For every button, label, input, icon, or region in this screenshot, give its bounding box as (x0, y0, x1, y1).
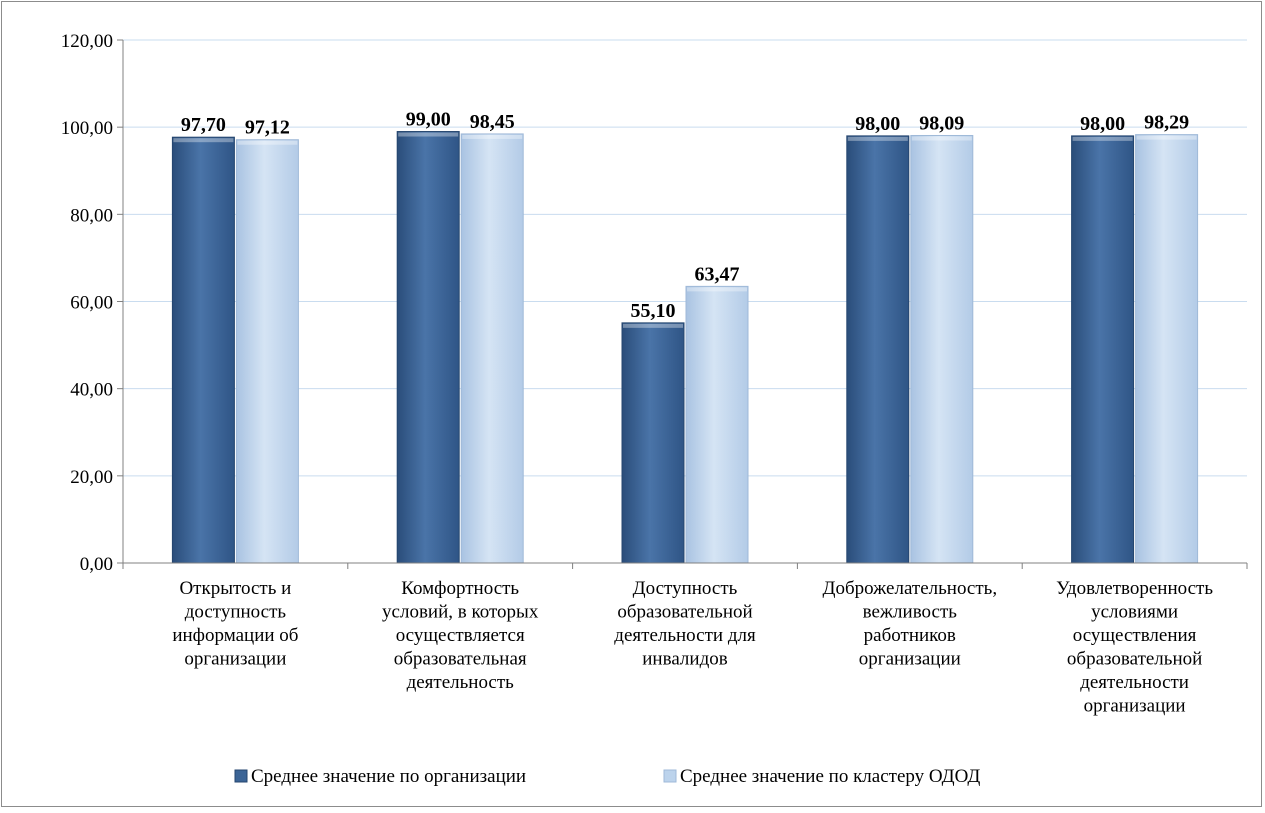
data-label: 63,47 (695, 263, 740, 285)
x-category-line: образовательная (394, 649, 527, 670)
x-category-line: осуществления (1073, 625, 1197, 646)
y-tick-label: 0,00 (80, 554, 113, 575)
y-tick-label: 20,00 (70, 467, 113, 488)
data-label: 97,70 (181, 114, 226, 136)
x-category-line: работников (864, 625, 956, 646)
x-category-line: условиями (1091, 602, 1178, 623)
bar (1071, 135, 1135, 564)
x-category-line: организации (184, 649, 286, 670)
x-category-line: деятельности (1080, 672, 1189, 693)
bar-bevel (1072, 136, 1133, 141)
y-tick-label: 120,00 (61, 31, 113, 52)
data-label: 98,45 (470, 111, 515, 133)
x-category-line: Доброжелательность, (823, 578, 998, 599)
x-category-line: образовательной (1067, 649, 1202, 670)
data-label: 99,00 (406, 109, 451, 131)
bar-bevel (462, 134, 523, 139)
bar (396, 131, 460, 564)
x-category-line: деятельность (407, 672, 515, 693)
bars: 97,70 97,12 99,00 98,45 55,10 63,47 98,00 98,09… (171, 109, 1199, 564)
bar-bevel (1136, 135, 1197, 140)
y-tick-label: 60,00 (70, 293, 113, 314)
x-category-label: Доброжелательность, вежливость работников о… (823, 578, 998, 670)
x-category-line: деятельности для (614, 625, 756, 646)
x-category-line: доступность (185, 602, 287, 623)
x-category-line: организации (1084, 696, 1186, 717)
bar (910, 134, 974, 564)
y-tick-label: 100,00 (61, 118, 113, 139)
bar (235, 139, 299, 564)
x-category-line: организации (859, 649, 961, 670)
gridlines (123, 39, 1247, 477)
bar (460, 133, 524, 564)
x-category-line: вежливость (863, 602, 958, 623)
x-category-line: Удовлетворенность (1056, 578, 1213, 599)
legend-label: Среднее значение по организации (251, 766, 526, 787)
x-category-line: условий, в которых (382, 602, 539, 623)
y-axis: 0,00 20,00 40,00 60,00 80,00 100,00 120,00 (61, 31, 124, 575)
y-tick-label: 40,00 (70, 380, 113, 401)
bar-bevel (237, 140, 298, 145)
x-category-line: информации об (172, 625, 298, 646)
bar (621, 322, 685, 564)
bar-bevel (623, 323, 683, 328)
data-label: 55,10 (631, 300, 676, 322)
x-category-line: Комфортность (401, 578, 519, 599)
x-axis: Открытость и доступность информации об орга… (122, 562, 1248, 717)
bar-bevel (173, 138, 234, 143)
data-label: 98,00 (855, 113, 900, 135)
bar-bevel (687, 287, 747, 292)
bar (685, 285, 749, 564)
bar (1135, 134, 1199, 564)
data-label: 98,00 (1080, 113, 1125, 135)
y-tick-label: 80,00 (70, 205, 113, 226)
x-category-label: Открытость и доступность информации об орга… (172, 578, 298, 670)
legend: Среднее значение по организации Среднее з… (234, 766, 980, 787)
legend-label: Среднее значение по кластеру ОДОД (680, 766, 980, 787)
bar (171, 136, 235, 564)
x-category-line: инвалидов (642, 649, 727, 670)
x-category-line: осуществляется (396, 625, 525, 646)
bar-bevel (398, 132, 459, 137)
data-label: 97,12 (245, 117, 290, 139)
x-category-label: Удовлетворенность условиями осуществления о… (1056, 578, 1213, 717)
x-category-line: Открытость и (179, 578, 291, 599)
x-category-label: Комфортность условий, в которых осуществля… (382, 578, 539, 693)
data-label: 98,29 (1144, 112, 1189, 134)
bar-bevel (847, 136, 908, 141)
bar-bevel (911, 136, 972, 141)
bar (846, 135, 910, 564)
x-category-line: образовательной (617, 602, 752, 623)
x-category-line: Доступность (633, 578, 738, 599)
legend-swatch (663, 769, 677, 783)
x-category-label: Доступность образовательной деятельности д… (614, 578, 756, 670)
legend-swatch (234, 769, 248, 783)
data-label: 98,09 (919, 112, 964, 134)
